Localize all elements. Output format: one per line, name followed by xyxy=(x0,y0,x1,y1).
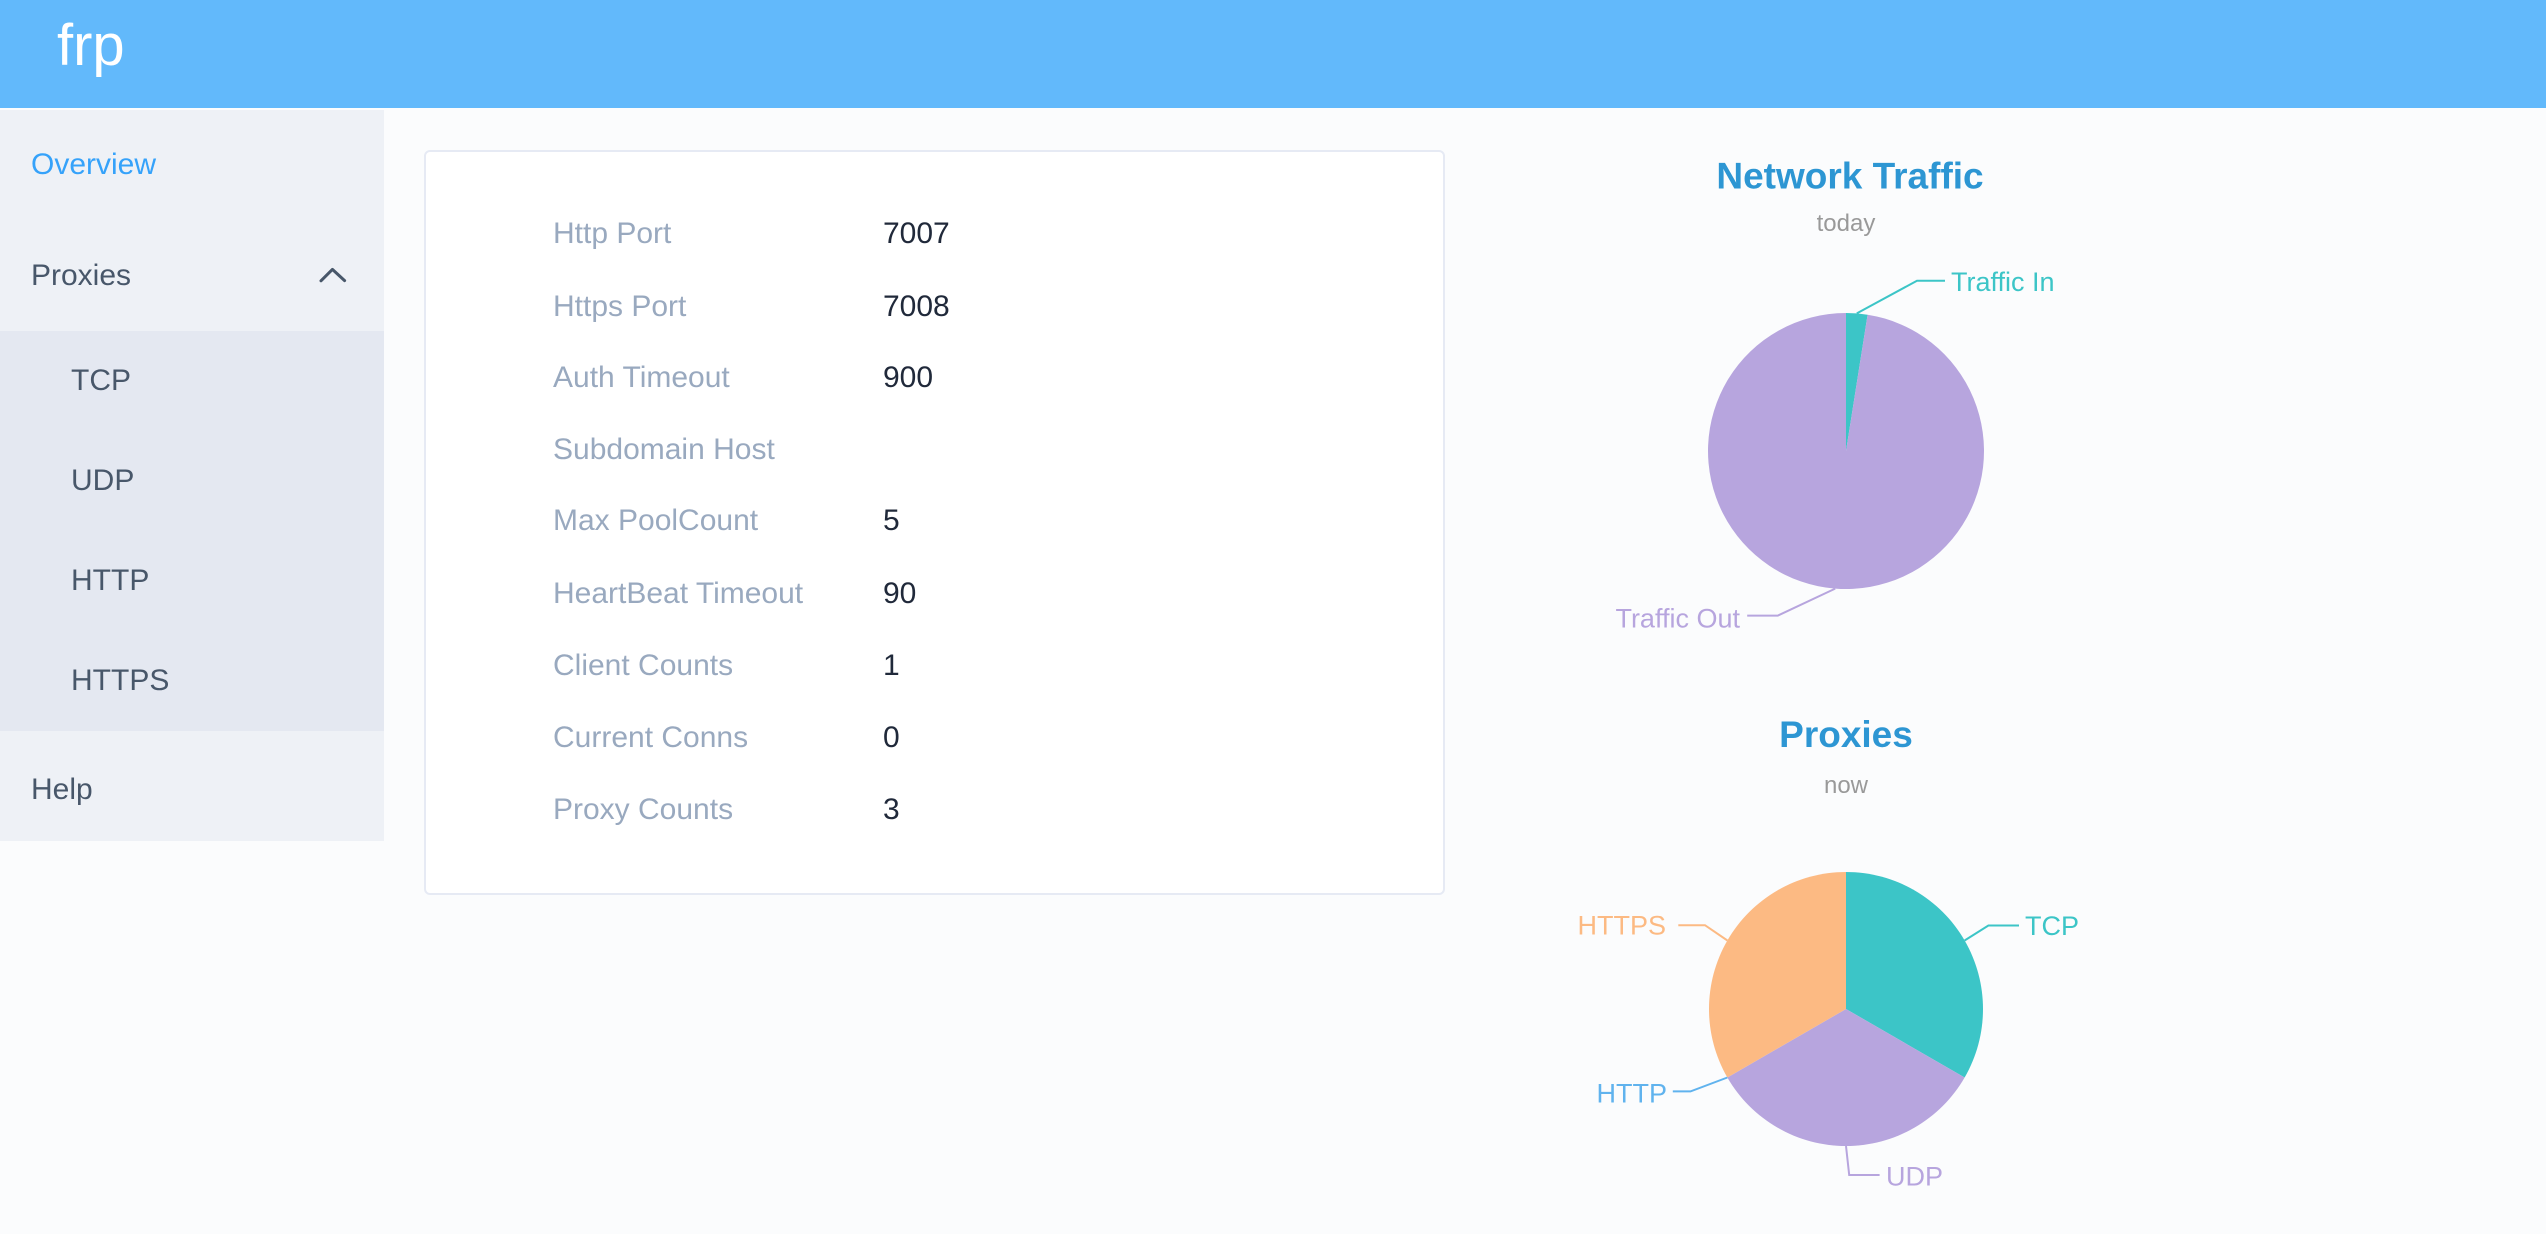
svg-text:UDP: UDP xyxy=(1886,1161,1943,1191)
svg-text:HTTPS: HTTPS xyxy=(1577,911,1666,941)
svg-text:TCP: TCP xyxy=(2025,911,2079,941)
svg-text:HTTP: HTTP xyxy=(1597,1078,1668,1108)
svg-text:now: now xyxy=(1824,772,1869,799)
svg-text:Proxies: Proxies xyxy=(1779,714,1913,755)
svg-text:Network Traffic: Network Traffic xyxy=(1716,156,1983,197)
svg-text:Traffic In: Traffic In xyxy=(1951,267,2055,297)
svg-text:today: today xyxy=(1817,210,1876,237)
svg-text:Traffic Out: Traffic Out xyxy=(1615,604,1740,634)
